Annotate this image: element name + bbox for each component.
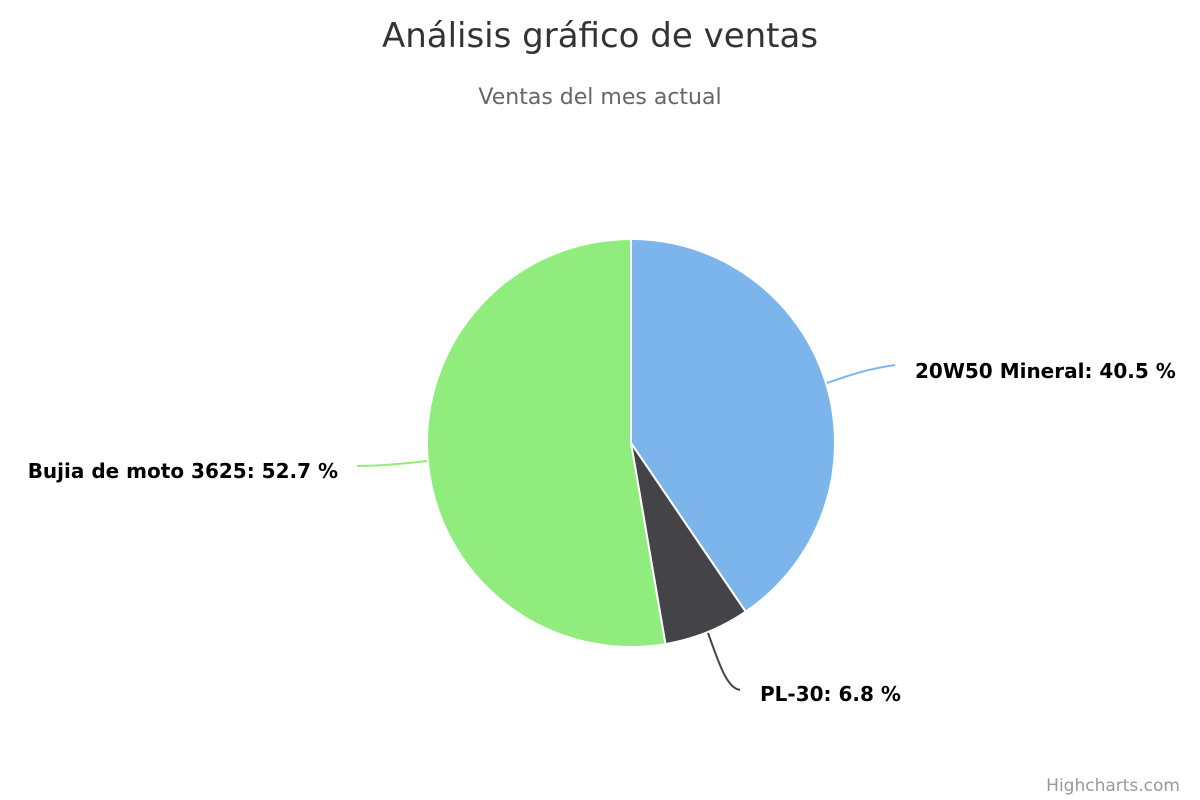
label-connector [356,460,428,467]
pie-slices [425,238,836,648]
chart-subtitle: Ventas del mes actual [478,85,721,110]
data-labels: 20W50 Mineral: 40.5 % PL-30: 6.8 % Bujia d… [28,359,1176,706]
label-connectors [356,364,896,691]
credits-link[interactable]: Highcharts.com [1046,776,1180,796]
pie-slice-20w50-mineral[interactable] [630,238,836,613]
chart-title: Análisis gráfico de ventas [382,16,818,56]
data-label: Bujia de moto 3625: 52.7 % [28,459,338,483]
pie-slice-bujia-de-moto-3625[interactable] [425,238,667,648]
data-label: PL-30: 6.8 % [760,682,901,706]
data-label: 20W50 Mineral: 40.5 % [915,359,1176,383]
label-connector [707,632,741,691]
label-connector [826,364,896,384]
